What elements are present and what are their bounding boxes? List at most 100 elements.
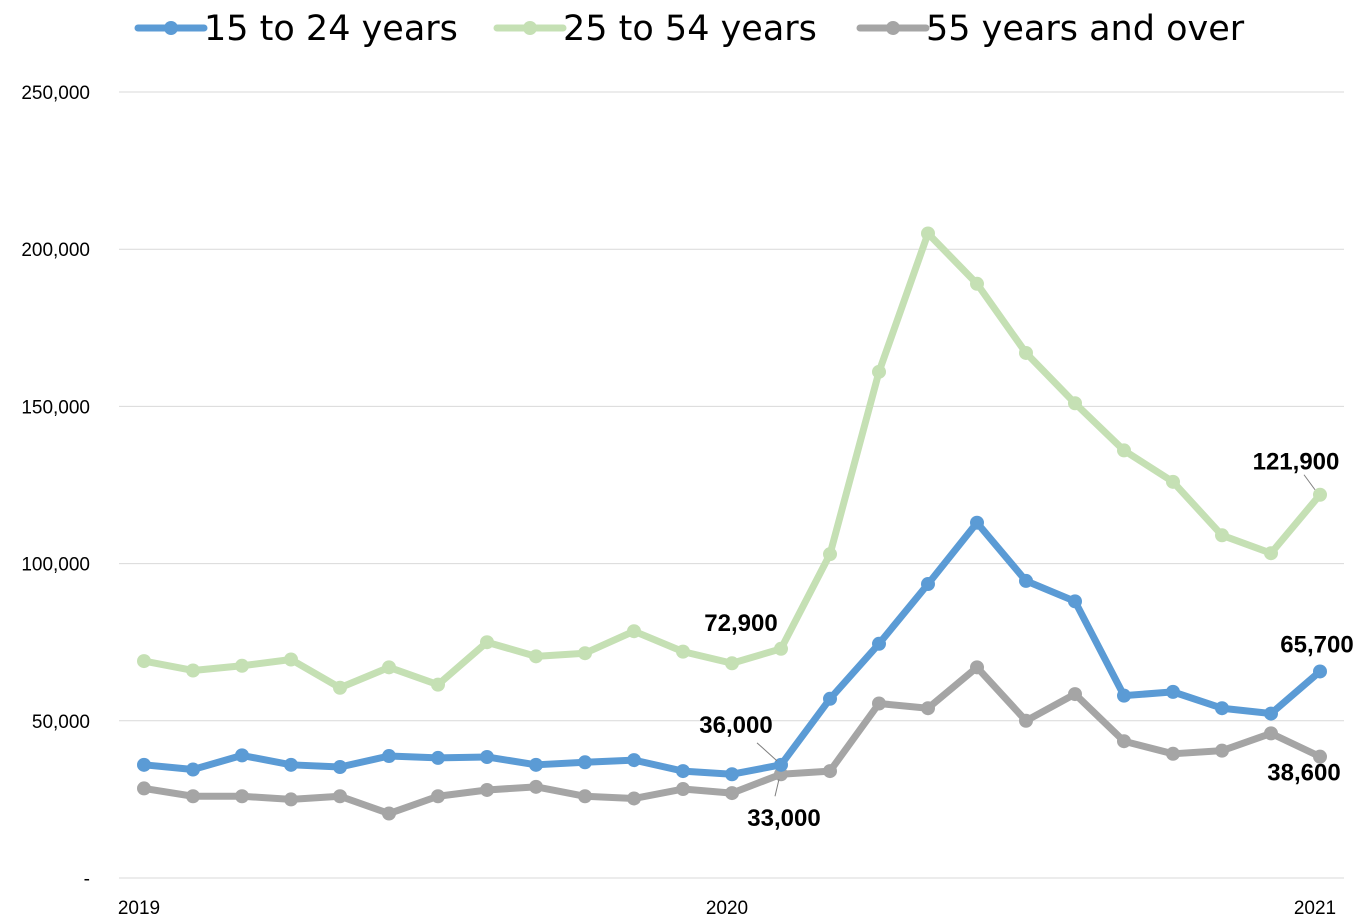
data-point [676,764,690,779]
data-point [137,781,151,796]
y-tick-label: - [84,869,90,890]
data-point [970,660,984,675]
data-label: 38,600 [1267,760,1340,787]
data-label: 121,900 [1253,449,1340,476]
data-point [1313,487,1327,502]
data-point [284,757,298,772]
data-point [284,792,298,807]
data-point [725,767,739,782]
data-labels: 72,900 36,000 33,000 121,900 65,700 38,600 [699,449,1353,833]
data-point [382,806,396,821]
leader-line [756,742,778,762]
legend: 15 to 24 years 25 to 54 years 55 years and… [134,9,1245,49]
data-point [578,646,592,661]
data-point [1215,701,1229,716]
data-point [137,654,151,669]
grid-lines [119,91,1344,722]
y-tick-label: 100,000 [21,555,90,576]
data-point [872,636,886,651]
data-point [1068,687,1082,702]
data-point [1166,746,1180,761]
data-point [1117,443,1131,458]
data-point [578,755,592,770]
data-point [431,677,445,692]
data-point [725,786,739,801]
data-label: 72,900 [704,610,777,637]
data-point [627,791,641,806]
data-point [1264,546,1278,561]
series-lines [137,226,1327,821]
y-tick-label: 50,000 [32,712,90,733]
legend-label: 15 to 24 years [204,9,458,49]
data-point [1264,706,1278,721]
data-point [1313,749,1327,764]
data-point [529,649,543,664]
axes: - 50,000 100,000 150,000 200,000 250,000 2019 2… [21,83,1344,918]
data-point [1019,573,1033,588]
data-point [725,656,739,671]
data-point [186,663,200,678]
data-point [823,691,837,706]
data-point [1215,743,1229,758]
y-tick-label: 250,000 [21,83,90,104]
data-point [1166,474,1180,489]
data-point [284,652,298,667]
data-point [676,644,690,659]
data-point [921,226,935,241]
legend-marker [523,21,537,35]
x-tick-label: 2019 [118,898,160,918]
data-point [431,750,445,765]
data-point [1068,396,1082,411]
data-point [872,364,886,379]
data-point [235,789,249,804]
data-point [627,753,641,768]
data-point [1117,688,1131,703]
legend-label: 25 to 54 years [563,9,817,49]
data-point [235,658,249,673]
legend-marker [886,21,900,35]
data-point [823,764,837,779]
data-point [1019,713,1033,728]
data-point [1068,594,1082,609]
data-point [1264,726,1278,741]
data-label: 33,000 [747,805,820,832]
data-point [970,515,984,530]
data-point [921,701,935,716]
data-point [774,757,788,772]
data-point [774,641,788,656]
data-point [431,789,445,804]
data-point [1215,528,1229,543]
data-point [333,680,347,695]
x-tick-label: 2021 [1294,898,1336,918]
data-label: 65,700 [1280,631,1353,658]
data-point [1019,345,1033,360]
legend-label: 55 years and over [926,9,1245,49]
leader-line [774,779,780,797]
legend-marker [164,21,178,35]
data-point [186,762,200,777]
y-tick-label: 150,000 [21,397,90,418]
data-point [921,577,935,592]
data-point [1117,734,1131,749]
data-point [333,760,347,775]
data-point [480,782,494,797]
y-tick-label: 200,000 [21,240,90,261]
data-point [1166,684,1180,699]
data-point [676,782,690,797]
data-point [186,789,200,804]
data-point [333,789,347,804]
data-point [235,748,249,763]
data-label: 36,000 [699,712,772,739]
data-point [529,757,543,772]
data-point [578,789,592,804]
data-point [137,757,151,772]
x-tick-label: 2020 [706,898,748,918]
data-point [480,635,494,650]
data-point [970,276,984,291]
data-point [823,547,837,562]
data-point [382,660,396,675]
data-point [480,749,494,764]
data-point [382,749,396,764]
leader-line [1303,474,1316,491]
